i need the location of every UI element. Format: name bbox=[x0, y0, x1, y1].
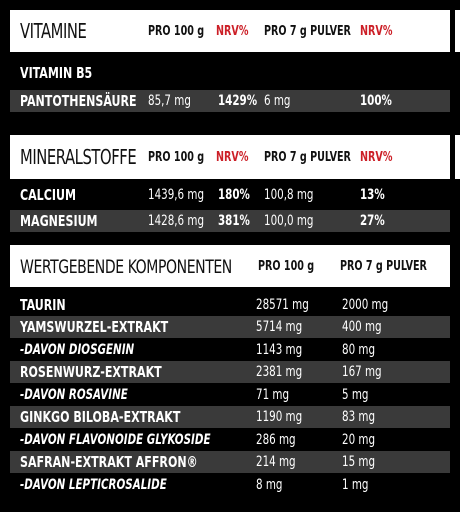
row-nrv2: 13% bbox=[360, 187, 385, 203]
komponenten-title: WERTGEBENDE KOMPONENTEN bbox=[20, 256, 232, 278]
edge-strip bbox=[455, 10, 460, 52]
row-pro7: 83 mg bbox=[342, 409, 376, 425]
vitamine-col-pro100: PRO 100 g bbox=[148, 24, 205, 39]
row-pro7: 167 mg bbox=[342, 364, 382, 380]
row-pro7: 5 mg bbox=[342, 387, 369, 403]
row-pro7: 80 mg bbox=[342, 342, 376, 358]
row-name: -DAVON LEPTICROSALIDE bbox=[20, 477, 167, 493]
komponenten-col-pro7: PRO 7 g PULVER bbox=[340, 259, 427, 274]
mineralstoffe-col-nrv2: NRV% bbox=[360, 150, 393, 165]
table-row: -DAVON ROSAVINE 71 mg 5 mg bbox=[10, 384, 450, 406]
vitamine-title: VITAMINE bbox=[20, 19, 87, 43]
row-pro100: 1439,6 mg bbox=[148, 187, 205, 203]
row-pro100: 1428,6 mg bbox=[148, 213, 205, 229]
row-name: TAURIN bbox=[20, 296, 66, 314]
table-row: TAURIN 28571 mg 2000 mg bbox=[10, 294, 450, 316]
row-name: GINKGO BILOBA-EXTRAKT bbox=[20, 408, 181, 426]
vitamin-b5-subheading: VITAMIN B5 bbox=[20, 64, 93, 82]
row-nrv1: 1429% bbox=[218, 93, 258, 109]
row-pro7: 100,8 mg bbox=[264, 187, 314, 203]
row-pro100: 5714 mg bbox=[256, 319, 303, 335]
edge-strip bbox=[455, 135, 460, 179]
table-row: ROSENWURZ-EXTRAKT 2381 mg 167 mg bbox=[10, 361, 450, 383]
row-pro7: 20 mg bbox=[342, 432, 376, 448]
row-name: YAMSWURZEL-EXTRAKT bbox=[20, 318, 169, 336]
row-nrv1: 381% bbox=[218, 213, 250, 229]
mineralstoffe-col-nrv1: NRV% bbox=[216, 150, 249, 165]
row-name: MAGNESIUM bbox=[20, 212, 98, 230]
row-nrv1: 180% bbox=[218, 187, 250, 203]
mineralstoffe-col-pro100: PRO 100 g bbox=[148, 150, 205, 165]
row-name: -DAVON DIOSGENIN bbox=[20, 342, 135, 358]
row-name: PANTOTHENSÄURE bbox=[20, 92, 137, 110]
row-nrv2: 27% bbox=[360, 213, 385, 229]
table-row: PANTOTHENSÄURE 85,7 mg 1429% 6 mg 100% bbox=[10, 90, 450, 112]
table-row: -DAVON FLAVONOIDE GLYKOSIDE 286 mg 20 mg bbox=[10, 429, 450, 451]
row-pro100: 1143 mg bbox=[256, 342, 303, 358]
row-name: -DAVON ROSAVINE bbox=[20, 387, 128, 403]
row-pro100: 1190 mg bbox=[256, 409, 303, 425]
table-row: SAFRAN-EXTRAKT AFFRON® 214 mg 15 mg bbox=[10, 451, 450, 473]
table-row: -DAVON LEPTICROSALIDE 8 mg 1 mg bbox=[10, 474, 450, 496]
row-nrv2: 100% bbox=[360, 93, 392, 109]
row-pro100: 85,7 mg bbox=[148, 93, 191, 109]
row-pro100: 28571 mg bbox=[256, 297, 309, 313]
vitamine-col-nrv2: NRV% bbox=[360, 24, 393, 39]
row-name: SAFRAN-EXTRAKT AFFRON® bbox=[20, 453, 198, 471]
komponenten-header: WERTGEBENDE KOMPONENTEN PRO 100 g PRO 7 … bbox=[10, 245, 450, 287]
row-pro100: 2381 mg bbox=[256, 364, 303, 380]
row-pro100: 214 mg bbox=[256, 454, 296, 470]
row-pro100: 71 mg bbox=[256, 387, 290, 403]
row-name: CALCIUM bbox=[20, 186, 76, 204]
table-row: MAGNESIUM 1428,6 mg 381% 100,0 mg 27% bbox=[10, 210, 450, 232]
table-row: GINKGO BILOBA-EXTRAKT 1190 mg 83 mg bbox=[10, 406, 450, 428]
vitamine-header: VITAMINE PRO 100 g NRV% PRO 7 g PULVER N… bbox=[10, 10, 450, 52]
mineralstoffe-col-pro7: PRO 7 g PULVER bbox=[264, 150, 351, 165]
row-pro7: 400 mg bbox=[342, 319, 382, 335]
table-row: YAMSWURZEL-EXTRAKT 5714 mg 400 mg bbox=[10, 316, 450, 338]
row-pro7: 6 mg bbox=[264, 93, 291, 109]
row-pro7: 2000 mg bbox=[342, 297, 389, 313]
row-name: -DAVON FLAVONOIDE GLYKOSIDE bbox=[20, 432, 211, 448]
row-pro7: 100,0 mg bbox=[264, 213, 314, 229]
vitamine-col-nrv1: NRV% bbox=[216, 24, 249, 39]
row-pro100: 286 mg bbox=[256, 432, 296, 448]
mineralstoffe-header: MINERALSTOFFE PRO 100 g NRV% PRO 7 g PUL… bbox=[10, 135, 450, 179]
row-pro7: 15 mg bbox=[342, 454, 376, 470]
row-name: ROSENWURZ-EXTRAKT bbox=[20, 363, 162, 381]
vitamine-col-pro7: PRO 7 g PULVER bbox=[264, 24, 351, 39]
mineralstoffe-title: MINERALSTOFFE bbox=[20, 145, 137, 169]
row-pro7: 1 mg bbox=[342, 477, 369, 493]
row-pro100: 8 mg bbox=[256, 477, 283, 493]
komponenten-col-pro100: PRO 100 g bbox=[258, 259, 315, 274]
table-row: CALCIUM 1439,6 mg 180% 100,8 mg 13% bbox=[10, 184, 450, 206]
table-row: -DAVON DIOSGENIN 1143 mg 80 mg bbox=[10, 339, 450, 361]
